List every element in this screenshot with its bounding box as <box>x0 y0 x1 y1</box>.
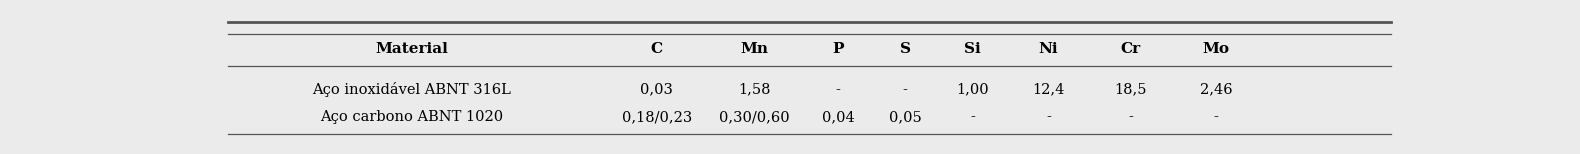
Text: Si: Si <box>964 42 981 56</box>
Text: 18,5: 18,5 <box>1114 83 1147 97</box>
Text: -: - <box>1213 110 1218 124</box>
Text: 12,4: 12,4 <box>1032 83 1065 97</box>
Text: -: - <box>836 83 841 97</box>
Text: 1,58: 1,58 <box>738 83 771 97</box>
Text: 1,00: 1,00 <box>956 83 989 97</box>
Text: -: - <box>1128 110 1133 124</box>
Text: C: C <box>651 42 662 56</box>
Text: Mo: Mo <box>1202 42 1229 56</box>
Text: Cr: Cr <box>1120 42 1141 56</box>
Text: Aço inoxidável ABNT 316L: Aço inoxidável ABNT 316L <box>313 82 512 97</box>
Text: Aço carbono ABNT 1020: Aço carbono ABNT 1020 <box>321 110 504 124</box>
Text: 0,03: 0,03 <box>640 83 673 97</box>
Text: Mn: Mn <box>741 42 768 56</box>
Text: 0,04: 0,04 <box>822 110 855 124</box>
Text: Ni: Ni <box>1038 42 1059 56</box>
Text: 0,30/0,60: 0,30/0,60 <box>719 110 790 124</box>
Text: -: - <box>1046 110 1051 124</box>
Text: 2,46: 2,46 <box>1199 83 1232 97</box>
Text: -: - <box>902 83 907 97</box>
Text: -: - <box>970 110 975 124</box>
Text: S: S <box>899 42 910 56</box>
Text: 0,05: 0,05 <box>890 110 921 124</box>
Text: 0,18/0,23: 0,18/0,23 <box>621 110 692 124</box>
Text: Material: Material <box>376 42 449 56</box>
Text: P: P <box>833 42 844 56</box>
